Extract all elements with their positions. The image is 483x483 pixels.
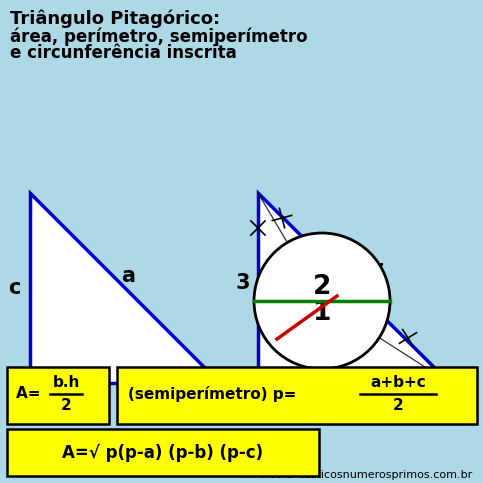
Text: A=: A= — [16, 386, 46, 401]
FancyBboxPatch shape — [7, 367, 109, 424]
Text: 3: 3 — [236, 273, 250, 293]
FancyBboxPatch shape — [117, 367, 477, 424]
FancyBboxPatch shape — [7, 429, 319, 476]
Text: A=√ p(p-a) (p-b) (p-c): A=√ p(p-a) (p-b) (p-c) — [62, 443, 264, 462]
Text: www.osfantasticosnumerosprimos.com.br: www.osfantasticosnumerosprimos.com.br — [240, 470, 473, 480]
Text: 1: 1 — [313, 300, 331, 326]
Text: e circunferência inscrita: e circunferência inscrita — [10, 44, 237, 62]
Text: 2: 2 — [393, 398, 403, 413]
Text: 2: 2 — [61, 398, 71, 413]
Polygon shape — [30, 193, 220, 383]
Circle shape — [254, 233, 390, 369]
Text: b: b — [117, 391, 132, 411]
Text: 2: 2 — [313, 274, 331, 300]
Text: b.h: b.h — [52, 375, 80, 390]
Text: 5: 5 — [370, 263, 385, 283]
Text: a+b+c: a+b+c — [370, 375, 426, 390]
Text: a: a — [121, 266, 135, 286]
Text: FIG. 293-06: FIG. 293-06 — [10, 467, 83, 480]
Text: Triângulo Pitagórico:: Triângulo Pitagórico: — [10, 10, 220, 28]
Text: c: c — [8, 278, 20, 298]
Text: 4: 4 — [347, 391, 361, 411]
Text: (semiperímetro) p=: (semiperímetro) p= — [128, 385, 297, 401]
Text: área, perímetro, semiperímetro: área, perímetro, semiperímetro — [10, 27, 308, 45]
Polygon shape — [258, 193, 450, 383]
